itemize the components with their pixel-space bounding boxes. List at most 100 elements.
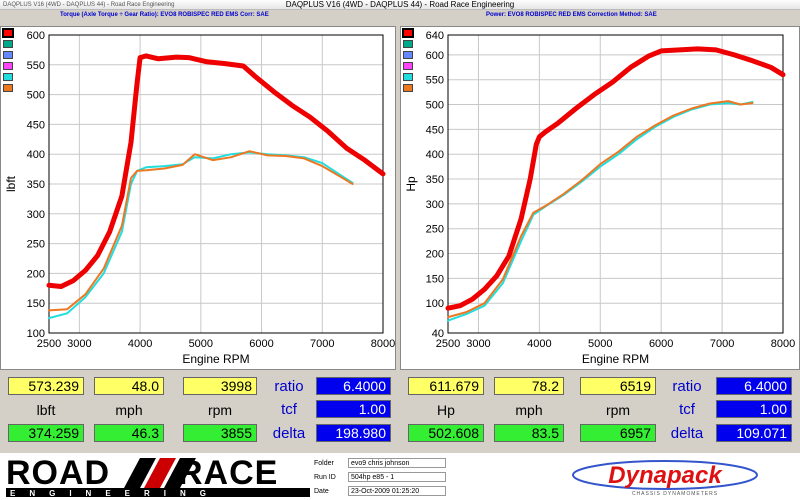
series-line-3: [48, 150, 354, 312]
y-tick-label: 500: [27, 90, 45, 102]
power-chart: 40 100 150 200 250 300 350 400 450 500 550 600 640 25…: [404, 30, 795, 366]
y-tick-label: 100: [426, 298, 444, 310]
unit-rpm-label: rpm: [605, 402, 631, 418]
y-tick-label: 40: [432, 328, 444, 340]
legend-swatch-1[interactable]: [402, 28, 414, 38]
footer: ROAD RACE ENGINEERING Folder evo9 chris …: [0, 453, 800, 500]
y-tick-label: 300: [27, 209, 45, 221]
x-tick-label: 8000: [771, 338, 795, 350]
dynapack-logo: Dynapack CHASSIS DYNAMOMETERS: [572, 460, 758, 497]
power2-value: 502.608: [408, 424, 484, 442]
x-tick-label: 5000: [189, 338, 213, 350]
tcf-label: tcf: [281, 401, 297, 418]
right-chart-header: Power: EVO8 ROBISPEC RED EMS Correction …: [486, 12, 657, 18]
x-tick-label: 2500: [37, 338, 61, 350]
legend-swatch-4[interactable]: [403, 62, 413, 70]
delta-label: delta: [272, 425, 306, 442]
legend-swatch-2[interactable]: [403, 40, 413, 48]
y-tick-label: 300: [426, 199, 444, 211]
y-tick-label: 550: [27, 60, 45, 72]
torque2-value: 374.259: [8, 424, 84, 442]
y-tick-label: 400: [27, 149, 45, 161]
ratio-value: 6.4000: [716, 377, 792, 395]
left-chart-header: Torque (Axle Torque ÷ Gear Ratio): EVO8 …: [60, 12, 269, 18]
x-tick-label: 8000: [371, 338, 395, 350]
y-tick-label: 350: [426, 174, 444, 186]
delta-label: delta: [670, 425, 704, 442]
series-line-1: [46, 53, 386, 289]
legend-swatch-6[interactable]: [403, 84, 413, 92]
x-tick-label: 4000: [128, 338, 152, 350]
y-tick-label: 200: [426, 249, 444, 261]
legend-swatch-5[interactable]: [3, 73, 13, 81]
plot-area-border: [48, 34, 384, 334]
unit-speed-label: mph: [115, 402, 143, 418]
speed-value: 78.2: [494, 377, 564, 395]
dynapack-subtext: CHASSIS DYNAMOMETERS: [632, 491, 718, 497]
x-tick-label: 3000: [67, 338, 91, 350]
speed-value: 48.0: [94, 377, 164, 395]
folder-label: Folder: [314, 460, 334, 467]
runid-value: 504hp e85 - 1: [348, 472, 446, 482]
torque-chart-panel: 100 150 200 250 300 350 400 450 500 550 600 2500 300…: [0, 26, 396, 370]
unit-power-label: Hp: [437, 402, 455, 418]
rpm-value: 3998: [183, 377, 257, 395]
date-value: 23-Oct-2009 01:25:20: [348, 486, 446, 496]
ratio-label: ratio: [274, 378, 304, 395]
y-tick-label: 150: [27, 298, 45, 310]
series-line-1: [445, 46, 786, 311]
legend-swatch-1[interactable]: [2, 28, 14, 38]
y-tick-label: 450: [27, 119, 45, 131]
window-title: DAQPLUS V16 (4WD - DAQPLUS 44) - Road Ra…: [285, 0, 515, 9]
x-tick-label: 5000: [588, 338, 612, 350]
speed2-value: 46.3: [94, 424, 164, 442]
torque-value: 573.239: [8, 377, 84, 395]
power-chart-panel: 40 100 150 200 250 300 350 400 450 500 550 600 640 25…: [400, 26, 800, 370]
y-tick-label: 500: [426, 100, 444, 112]
window-small-title: DAQPLUS V16 (4WD - DAQPLUS 44) - Road Ra…: [3, 2, 175, 8]
y-axis-label: lbft: [4, 175, 18, 192]
legend-swatch-3[interactable]: [403, 51, 413, 59]
x-tick-label: 4000: [527, 338, 551, 350]
x-tick-label: 7000: [310, 338, 334, 350]
torque-chart: 100 150 200 250 300 350 400 450 500 550 600 2500 300…: [4, 30, 395, 366]
y-tick-label: 600: [27, 30, 45, 42]
y-tick-label: 150: [426, 273, 444, 285]
y-tick-label: 250: [27, 239, 45, 251]
tcf-label: tcf: [679, 401, 695, 418]
y-tick-label: 450: [426, 124, 444, 136]
speed2-value: 83.5: [494, 424, 564, 442]
legend-swatch-3[interactable]: [3, 51, 13, 59]
x-tick-label: 6000: [249, 338, 273, 350]
unit-rpm-label: rpm: [207, 402, 233, 418]
y-tick-label: 640: [426, 30, 444, 42]
y-tick-label: 550: [426, 75, 444, 87]
folder-value: evo9 chris johnson: [348, 458, 446, 468]
series-line-3: [447, 100, 754, 319]
legend-swatch-6[interactable]: [3, 84, 13, 92]
x-tick-label: 3000: [466, 338, 490, 350]
rpm2-value: 6957: [580, 424, 656, 442]
ratio-label: ratio: [672, 378, 702, 395]
unit-torque-label: lbft: [36, 402, 56, 418]
dynapack-text: Dynapack: [608, 462, 723, 489]
rpm2-value: 3855: [183, 424, 257, 442]
x-tick-label: 7000: [710, 338, 734, 350]
tcf-value: 1.00: [716, 400, 792, 418]
legend-swatch-4[interactable]: [3, 62, 13, 70]
y-tick-label: 100: [27, 328, 45, 340]
y-tick-label: 250: [426, 224, 444, 236]
logo-engineering-text: ENGINEERING: [10, 489, 220, 498]
legend-swatch-2[interactable]: [3, 40, 13, 48]
road-race-logo: ROAD RACE ENGINEERING: [6, 454, 310, 498]
y-tick-label: 400: [426, 149, 444, 161]
delta-value: 109.071: [716, 424, 792, 442]
y-tick-label: 200: [27, 268, 45, 280]
rpm-value: 6519: [580, 377, 656, 395]
plot-area-border: [447, 34, 784, 334]
x-tick-label: 2500: [436, 338, 460, 350]
delta-value: 198.980: [316, 424, 391, 442]
legend-swatch-5[interactable]: [403, 73, 413, 81]
date-label: Date: [314, 488, 329, 495]
logo-race-text: RACE: [178, 454, 278, 492]
